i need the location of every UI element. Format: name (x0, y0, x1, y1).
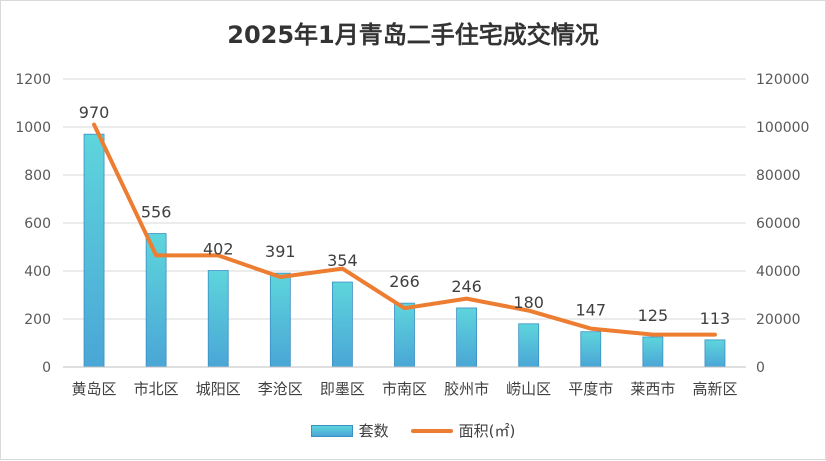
y-right-tick-label: 20000 (756, 312, 801, 328)
x-tick-label: 李沧区 (258, 380, 303, 398)
y-right-tick-label: 120000 (756, 72, 809, 88)
bar-data-label: 147 (575, 301, 606, 320)
bar-data-label: 113 (700, 309, 731, 328)
x-tick-label: 胶州市 (444, 380, 489, 398)
y-right-tick-label: 60000 (756, 216, 801, 232)
x-tick-label: 市北区 (134, 380, 179, 398)
y-right-tick-label: 100000 (756, 120, 809, 136)
y-left-tick-label: 0 (42, 360, 51, 376)
legend-label-bars: 套数 (359, 420, 389, 441)
bar-data-label: 556 (141, 203, 172, 222)
bar (84, 134, 104, 367)
legend-swatch-bars (311, 425, 353, 437)
x-tick-label: 崂山区 (506, 380, 551, 398)
y-left-tick-label: 1000 (15, 120, 51, 136)
bar-data-label: 970 (79, 103, 110, 122)
bar (332, 282, 352, 367)
y-left-tick-label: 400 (24, 264, 51, 280)
bar (705, 340, 725, 367)
bar (581, 332, 601, 367)
bar-data-label: 266 (389, 272, 420, 291)
x-tick-label: 平度市 (568, 380, 613, 398)
bar (270, 273, 290, 367)
legend-swatch-line (411, 429, 453, 433)
legend-item-line: 面积(㎡) (411, 420, 516, 441)
bar (395, 303, 415, 367)
bar-data-label: 125 (638, 306, 669, 325)
y-left-tick-label: 200 (24, 312, 51, 328)
legend-label-line: 面积(㎡) (459, 420, 516, 441)
bar (643, 337, 663, 367)
data-labels: 970 556 402 391 354 266 246 180 147 125 113 (79, 103, 730, 328)
legend-item-bars: 套数 (311, 420, 389, 441)
bar-data-label: 354 (327, 251, 358, 270)
y-left-tick-label: 800 (24, 168, 51, 184)
x-tick-label: 高新区 (692, 380, 737, 398)
x-tick-label: 黄岛区 (72, 380, 117, 398)
x-tick-label: 市南区 (382, 380, 427, 398)
x-tick-label: 即墨区 (320, 380, 365, 398)
bar (208, 271, 228, 367)
y-right-tick-label: 40000 (756, 264, 801, 280)
bar (519, 324, 539, 367)
x-tick-label: 莱西市 (630, 380, 675, 398)
y-right-tick-label: 80000 (756, 168, 801, 184)
bar-data-label: 180 (513, 293, 544, 312)
bar-data-label: 402 (203, 240, 234, 259)
x-tick-label: 城阳区 (196, 380, 241, 398)
legend: 套数 面积(㎡) (1, 420, 825, 441)
y-left-tick-label: 1200 (15, 72, 51, 88)
bar (457, 308, 477, 367)
y-right-tick-label: 0 (756, 360, 765, 376)
bar-data-label: 246 (451, 277, 482, 296)
bar-data-label: 391 (265, 242, 296, 261)
y-left-tick-label: 600 (24, 216, 51, 232)
